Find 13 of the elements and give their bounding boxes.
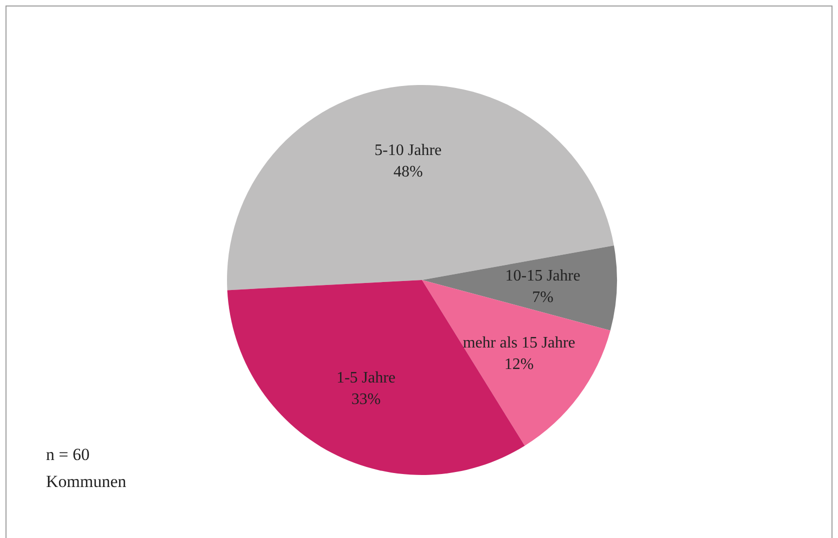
slice-label: 10-15 Jahre xyxy=(505,267,580,284)
pie-slice xyxy=(422,280,610,446)
data-label: 33% xyxy=(351,390,381,408)
data-label: 7% xyxy=(532,288,554,306)
slice-label: 1-5 Jahre xyxy=(336,369,396,386)
data-label: 12% xyxy=(504,356,534,373)
data-label: 48% xyxy=(393,164,423,181)
pie-slice xyxy=(227,85,614,290)
slice-label: mehr als 15 Jahre xyxy=(462,334,576,352)
slice-label: 5-10 Jahre xyxy=(374,142,442,160)
text: n = 60 xyxy=(46,445,90,464)
pie-slice xyxy=(422,245,617,330)
text: Kommunen xyxy=(46,472,127,491)
